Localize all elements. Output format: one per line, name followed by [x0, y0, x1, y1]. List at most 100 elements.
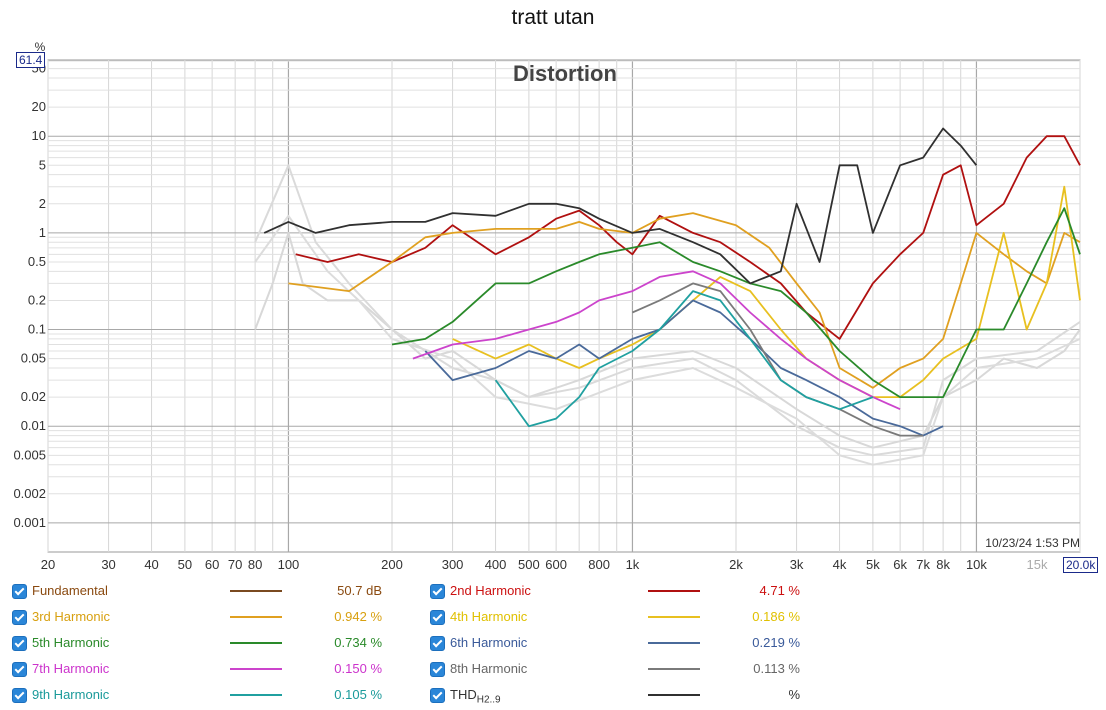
legend-swatch [648, 694, 700, 696]
legend-label: 7th Harmonic [32, 661, 110, 676]
y-tick-label: 0.5 [28, 254, 46, 269]
x-tick-label: 30 [101, 557, 115, 572]
legend-value: 4.71 % [759, 583, 800, 598]
legend-label: 3rd Harmonic [32, 609, 111, 624]
legend-checkbox[interactable] [430, 584, 445, 599]
y-tick-label: 0.2 [28, 292, 46, 307]
x-tick-label: 800 [588, 557, 610, 572]
legend-item[interactable]: 5th Harmonic 0.734 % [12, 630, 412, 656]
legend-checkbox[interactable] [430, 636, 445, 651]
x-tick-label: 100 [278, 557, 300, 572]
legend-checkbox[interactable] [12, 662, 27, 677]
legend-item[interactable]: 4th Harmonic 0.186 % [430, 604, 830, 630]
x-tick-label: 4k [833, 557, 847, 572]
y-tick-label: 1 [39, 225, 46, 240]
legend-swatch [648, 590, 700, 592]
series-line-2nd-harmonic [295, 135, 1081, 340]
legend-checkbox[interactable] [12, 584, 27, 599]
y-tick-label: 0.05 [21, 351, 46, 366]
x-tick-label: 7k [916, 557, 930, 572]
y-tick-label: 2 [39, 196, 46, 211]
x-tick-label: 300 [442, 557, 464, 572]
x-tick-label: 80 [248, 557, 262, 572]
legend-item[interactable]: 3rd Harmonic 0.942 % [12, 604, 412, 630]
series-line-7th-harmonic [412, 270, 901, 411]
series-line-noise-1 [254, 231, 1081, 449]
distortion-chart[interactable]: 20 30 40 50 60 70 80 100 200 300 400 500 600 800 1k 2k 3… [0, 0, 1106, 580]
legend-value: 0.150 % [334, 661, 382, 676]
x-tick-label: 70 [228, 557, 242, 572]
legend-item[interactable]: Fundamental 50.7 dB [12, 578, 412, 604]
legend-value: 0.105 % [334, 687, 382, 702]
legend-item[interactable]: 9th Harmonic 0.105 % [12, 682, 412, 708]
x-tick-label: 600 [545, 557, 567, 572]
y-tick-label: 0.01 [21, 418, 46, 433]
x-tick-label: 500 [518, 557, 540, 572]
legend-value: % [788, 687, 800, 702]
legend-swatch [230, 590, 282, 592]
series-line-9th-harmonic [494, 290, 874, 428]
legend-value: 0.186 % [752, 609, 800, 624]
legend-item[interactable]: 6th Harmonic 0.219 % [430, 630, 830, 656]
legend-swatch [230, 642, 282, 644]
legend-swatch [230, 668, 282, 670]
legend-checkbox[interactable] [430, 662, 445, 677]
y-tick-label: 0.002 [13, 486, 46, 501]
legend-value: 0.734 % [334, 635, 382, 650]
x-tick-label: 10k [966, 557, 987, 572]
chart-title: Distortion [513, 61, 617, 86]
legend-item[interactable]: 2nd Harmonic 4.71 % [430, 578, 830, 604]
legend-label: 4th Harmonic [450, 609, 528, 624]
x-tick-label: 3k [790, 557, 804, 572]
x-tick-label: 20 [41, 557, 55, 572]
y-tick-label: 20 [32, 99, 46, 114]
x-right-readout[interactable]: 20.0k [1063, 557, 1099, 573]
series-line-3rd-harmonic [288, 212, 1081, 389]
legend-item[interactable]: 8th Harmonic 0.113 % [430, 656, 830, 682]
legend-label: 8th Harmonic [450, 661, 528, 676]
timestamp: 10/23/24 1:53 PM [985, 536, 1080, 550]
series-line-6th-harmonic [424, 299, 944, 437]
legend-label: THDH2..9 [450, 687, 501, 706]
y-top-readout[interactable]: 61.4 [16, 52, 46, 68]
legend-label: 6th Harmonic [450, 635, 528, 650]
x-tick-label: 40 [144, 557, 158, 572]
legend-checkbox[interactable] [430, 688, 445, 703]
x-tick-label: 1k [626, 557, 640, 572]
legend-value: 0.113 % [753, 661, 800, 676]
x-tick-label: 50 [178, 557, 192, 572]
legend-value: 0.942 % [334, 609, 382, 624]
legend-value: 50.7 dB [337, 583, 382, 598]
legend-checkbox[interactable] [12, 610, 27, 625]
legend-swatch [648, 668, 700, 670]
legend-checkbox[interactable] [12, 636, 27, 651]
legend-label: 2nd Harmonic [450, 583, 531, 598]
series-line-5th-harmonic [391, 207, 1081, 399]
legend-checkbox[interactable] [12, 688, 27, 703]
legend-swatch [230, 694, 282, 696]
y-tick-label: 0.1 [28, 322, 46, 337]
x-tick-label: 5k [866, 557, 880, 572]
series-line-4th-harmonic [452, 185, 1081, 399]
y-tick-label: 0.001 [13, 515, 46, 530]
legend-label-subscript: H2..9 [476, 694, 501, 706]
legend: Fundamental 50.7 dB 2nd Harmonic 4.71 % 3rd … [0, 578, 1106, 710]
legend-swatch [230, 616, 282, 618]
y-unit-label: % [35, 40, 46, 54]
x-tick-label: 6k [893, 557, 907, 572]
y-tick-label: 10 [32, 128, 46, 143]
legend-item[interactable]: 7th Harmonic 0.150 % [12, 656, 412, 682]
plot-area [47, 59, 1081, 553]
y-tick-label: 5 [39, 157, 46, 172]
legend-checkbox[interactable] [430, 610, 445, 625]
window-title: tratt utan [511, 6, 595, 29]
x-tick-label: 15k [1027, 557, 1048, 572]
x-tick-label: 8k [936, 557, 950, 572]
legend-item[interactable]: THDH2..9% [430, 682, 830, 708]
x-tick-label: 2k [729, 557, 743, 572]
y-tick-label: 0.02 [21, 389, 46, 404]
series-line-noise-2 [254, 164, 1081, 457]
x-tick-label: 60 [205, 557, 219, 572]
x-tick-label: 400 [485, 557, 507, 572]
legend-swatch [648, 642, 700, 644]
